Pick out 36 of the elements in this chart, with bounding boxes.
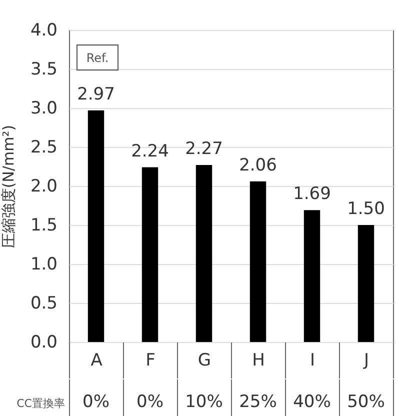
y-axis-title: 圧縮強度(N/mm²) bbox=[0, 124, 18, 248]
y-tick-label: 1.0 bbox=[30, 254, 58, 274]
bar bbox=[358, 225, 374, 342]
x-tick-label: F bbox=[146, 350, 156, 370]
y-tick-label: 0.0 bbox=[30, 332, 58, 352]
text: 25% bbox=[239, 392, 277, 412]
bar bbox=[88, 110, 104, 342]
y-tick-label: 3.0 bbox=[30, 98, 58, 118]
x-tick-label: A bbox=[90, 350, 103, 370]
x-tick-label: H bbox=[252, 350, 265, 370]
data-label: 2.27 bbox=[185, 138, 223, 159]
text: 10% bbox=[185, 392, 223, 412]
data-label: 1.69 bbox=[293, 184, 331, 204]
text: 0% bbox=[82, 392, 110, 412]
text: 40% bbox=[293, 392, 331, 412]
y-tick-label: 0.5 bbox=[30, 294, 58, 314]
bar bbox=[304, 210, 320, 342]
text: 0% bbox=[136, 392, 164, 412]
bar bbox=[196, 164, 212, 342]
x-tick-label: I bbox=[310, 350, 316, 370]
data-label: 2.24 bbox=[131, 141, 169, 162]
data-label: 2.06 bbox=[239, 155, 277, 176]
x-tick-label: G bbox=[198, 350, 212, 370]
x-axis-title: CC置換率 bbox=[16, 397, 65, 410]
y-tick-label: 4.0 bbox=[30, 20, 58, 40]
data-label: 1.50 bbox=[347, 199, 385, 219]
annotation: Ref. bbox=[86, 51, 109, 65]
text: 50% bbox=[347, 392, 385, 412]
y-tick-label: 1.5 bbox=[30, 216, 58, 236]
x-tick-label: J bbox=[362, 350, 370, 370]
y-tick-label: 2.5 bbox=[30, 138, 58, 158]
y-tick-label: 3.5 bbox=[30, 60, 58, 80]
y-tick-label: 2.0 bbox=[30, 176, 58, 196]
bar bbox=[250, 181, 266, 342]
data-label: 2.97 bbox=[77, 84, 115, 104]
bar bbox=[142, 167, 158, 342]
